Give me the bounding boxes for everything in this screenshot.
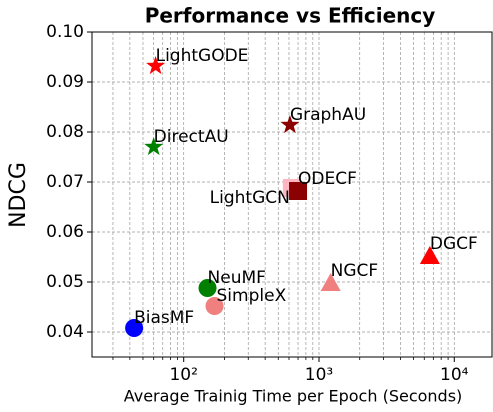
y-tick-label: 0.06: [46, 222, 84, 242]
point-label: ODECF: [298, 169, 357, 189]
y-axis-label: NDCG: [6, 162, 31, 228]
point-label: LightGCN: [210, 188, 290, 208]
x-tick-label: 10²: [169, 365, 197, 385]
x-axis-label: Average Trainig Time per Epoch (Seconds): [124, 387, 463, 406]
x-tick-label: 10⁴: [440, 365, 469, 385]
point-label: NeuMF: [208, 268, 266, 288]
point: [280, 115, 300, 134]
point: [146, 56, 166, 75]
point: [289, 182, 308, 200]
chart-title: Performance vs Efficiency: [145, 4, 436, 28]
point-label: DGCF: [430, 234, 478, 254]
point: [144, 137, 164, 156]
y-tick-label: 0.04: [46, 322, 84, 342]
point-label: BiasMF: [134, 308, 194, 328]
point-label: NGCF: [331, 261, 379, 281]
point-label: SimpleX: [217, 286, 287, 306]
y-tick-label: 0.09: [46, 72, 84, 92]
point: [125, 319, 144, 337]
point: [198, 279, 217, 297]
y-tick-label: 0.10: [46, 22, 84, 42]
point: [419, 246, 440, 264]
point: [205, 297, 224, 315]
plot-frame: [91, 31, 493, 358]
y-tick-label: 0.05: [46, 272, 84, 292]
point: [320, 273, 341, 291]
point-label: DirectAU: [154, 127, 229, 147]
y-tick-label: 0.08: [46, 122, 84, 142]
x-tick-label: 10³: [305, 365, 333, 385]
point-label: GraphAU: [290, 105, 366, 125]
y-tick-label: 0.07: [46, 172, 84, 192]
point-label: LightGODE: [156, 46, 249, 66]
